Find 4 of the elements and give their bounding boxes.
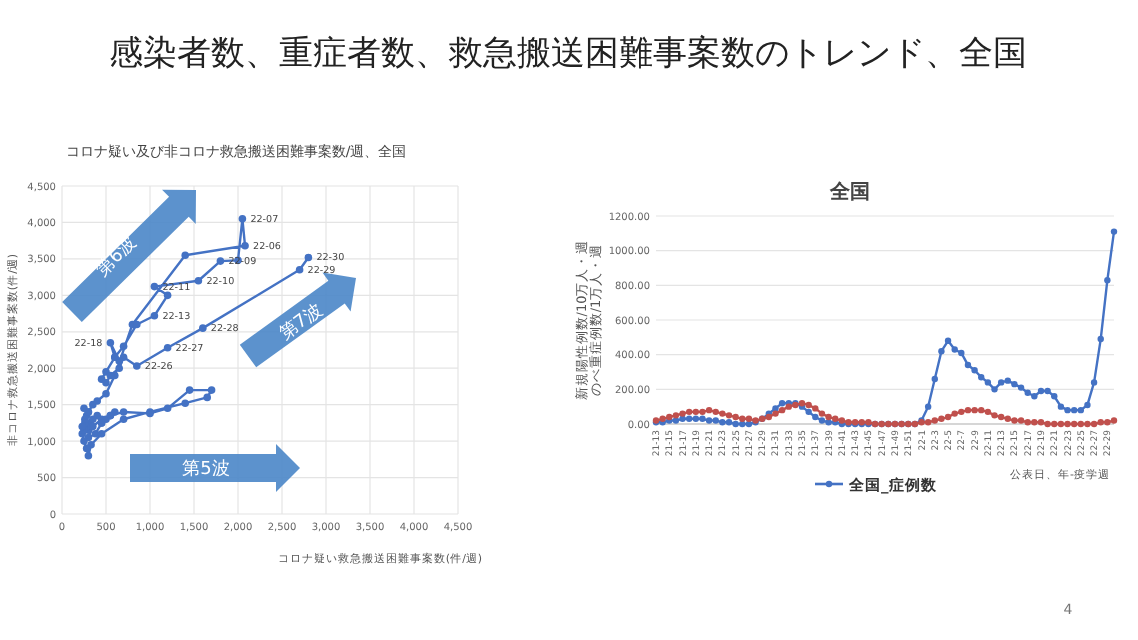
annotation: 第5波 — [182, 458, 230, 480]
text: 感染者数、重症者数、救急搬送困難事案数のトレンド、全国 — [109, 34, 1027, 74]
annotation: 第7波 — [275, 299, 327, 345]
chart-title: 全国 — [828, 180, 870, 204]
